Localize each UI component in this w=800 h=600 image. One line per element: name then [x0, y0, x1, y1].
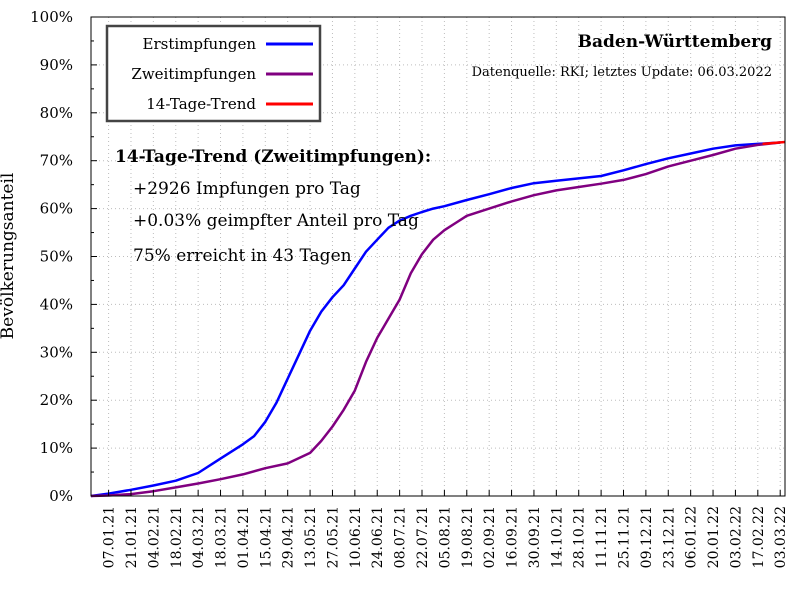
series-layer [90, 140, 786, 498]
x-tick-label: 05.08.21 [437, 506, 453, 568]
y-tick-label: 20% [40, 391, 73, 409]
y-tick-label: 60% [40, 200, 73, 218]
y-tick-label: 40% [40, 295, 73, 313]
x-tick-label: 07.01.21 [102, 506, 118, 568]
y-tick-label: 70% [40, 152, 73, 170]
x-tick-label: 16.09.21 [505, 506, 521, 568]
annotation-line: +0.03% geimpfter Anteil pro Tag [133, 211, 419, 231]
x-tick-label: 29.04.21 [281, 506, 297, 568]
series-line [90, 141, 781, 498]
trend-annotation: 14-Tage-Trend (Zweitimpfungen): +2926 Im… [115, 147, 431, 266]
x-tick-label: 02.09.21 [482, 506, 498, 568]
x-tick-label: 10.06.21 [348, 506, 364, 568]
y-axis: 0% 10% 20% 30% 40% 50% 60% 70% 80% 90% 100% [30, 8, 97, 505]
series-line [90, 141, 781, 498]
x-tick-label: 01.04.21 [236, 506, 252, 568]
chart-title: Baden-Württemberg [578, 32, 772, 52]
x-tick-label: 23.12.21 [661, 506, 677, 568]
legend-label: 14-Tage-Trend [146, 95, 256, 113]
x-tick-label: 20.01.22 [706, 506, 722, 568]
y-tick-label: 50% [40, 248, 73, 266]
x-tick-label: 19.08.21 [460, 506, 476, 568]
x-tick-label: 15.04.21 [258, 506, 274, 568]
x-tick-label: 18.03.21 [214, 506, 230, 568]
x-tick-label: 18.02.21 [169, 506, 185, 568]
series-line [762, 140, 786, 146]
x-tick-label: 14.10.21 [549, 506, 565, 568]
x-tick-label: 11.11.21 [594, 506, 610, 568]
y-axis-title: Bevölkerungsanteil [0, 173, 18, 340]
x-tick-label: 27.05.21 [325, 506, 341, 568]
x-tick-label: 17.02.22 [751, 506, 767, 568]
legend-label: Erstimpfungen [143, 35, 257, 53]
x-tick-label: 21.01.21 [124, 506, 140, 568]
annotation-line: +2926 Impfungen pro Tag [133, 179, 361, 199]
x-tick-label: 30.09.21 [527, 506, 543, 568]
legend: Erstimpfungen Zweitimpfungen 14-Tage-Trend [105, 24, 322, 123]
legend-label: Zweitimpfungen [131, 65, 256, 83]
y-tick-label: 80% [40, 104, 73, 122]
y-tick-label: 30% [40, 343, 73, 361]
x-tick-label: 09.12.21 [639, 506, 655, 568]
x-tick-label: 22.07.21 [415, 506, 431, 568]
y-tick-label: 10% [40, 439, 73, 457]
x-tick-label: 24.06.21 [370, 506, 386, 568]
x-tick-label: 03.03.22 [773, 506, 789, 568]
y-tick-label: 0% [49, 487, 73, 505]
x-tick-label: 06.01.22 [684, 506, 700, 568]
x-tick-label: 28.10.21 [572, 506, 588, 568]
y-tick-label: 90% [40, 56, 73, 74]
x-tick-label: 04.03.21 [191, 506, 207, 568]
x-tick-label: 13.05.21 [303, 506, 319, 568]
x-axis: 07.01.21 21.01.21 04.02.21 18.02.21 04.03.21… [102, 490, 789, 568]
annotation-heading: 14-Tage-Trend (Zweitimpfungen): [115, 147, 431, 167]
chart-subtitle: Datenquelle: RKI; letztes Update: 06.03.… [472, 65, 772, 80]
x-tick-label: 25.11.21 [616, 506, 632, 568]
x-tick-label: 04.02.21 [146, 506, 162, 568]
y-tick-label: 100% [30, 8, 73, 26]
x-tick-label: 03.02.22 [728, 506, 744, 568]
x-tick-label: 08.07.21 [393, 506, 409, 568]
annotation-line: 75% erreicht in 43 Tagen [133, 246, 352, 266]
